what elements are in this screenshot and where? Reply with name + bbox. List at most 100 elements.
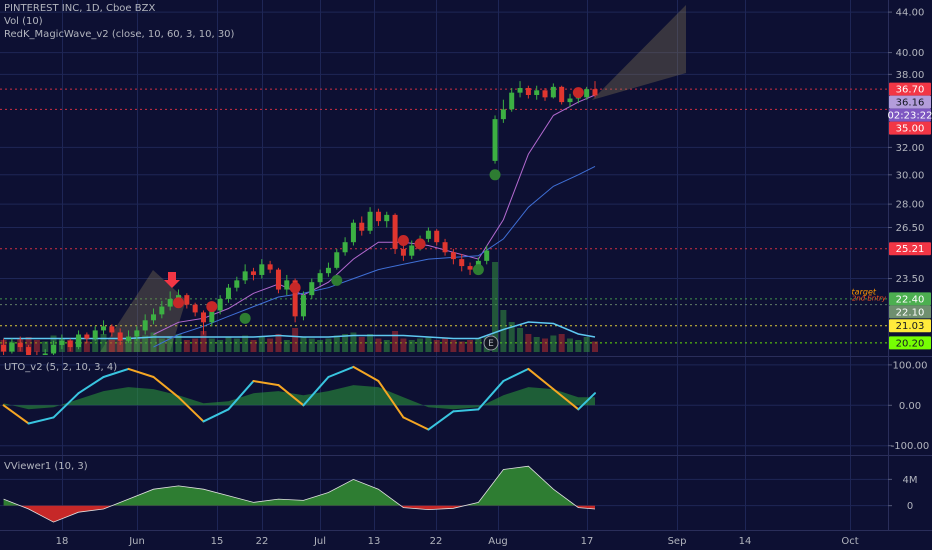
candle-body bbox=[242, 271, 248, 281]
candle-body bbox=[450, 252, 456, 260]
volume-bar bbox=[208, 338, 215, 352]
candle-body bbox=[159, 306, 165, 315]
uto-line-segment bbox=[302, 375, 330, 407]
price-badge-label: 02:23:22 bbox=[888, 111, 932, 122]
candle-body bbox=[592, 89, 598, 96]
candle-body bbox=[59, 340, 65, 345]
price-badge-label: 36.16 bbox=[896, 98, 925, 109]
volume-bar bbox=[442, 338, 449, 352]
vviewer-area-positive bbox=[3, 466, 576, 506]
volume-bar bbox=[267, 338, 274, 352]
time-axis: 18 Jun 15 22 Jul 13 22 Aug 17 Sep 14 Oct bbox=[56, 536, 859, 547]
volume-bar bbox=[342, 334, 349, 352]
candle-body bbox=[92, 330, 98, 339]
volume-bar bbox=[325, 338, 332, 352]
volume-bar bbox=[308, 338, 315, 352]
price-badge bbox=[889, 336, 931, 350]
signal-marker bbox=[331, 274, 343, 286]
volume-bar bbox=[517, 328, 524, 352]
candle-body bbox=[17, 342, 23, 348]
volume-bar bbox=[417, 338, 424, 352]
y-tick-label: 38.00 bbox=[896, 70, 925, 81]
price-badge bbox=[889, 305, 931, 319]
candle-body bbox=[409, 245, 415, 256]
signal-marker bbox=[414, 238, 426, 250]
uto-line-segment bbox=[452, 408, 480, 413]
y-tick-label: 30.00 bbox=[896, 170, 925, 181]
uto-line-segment bbox=[352, 365, 380, 383]
candle-body bbox=[101, 326, 107, 331]
forecast-cone-left bbox=[100, 270, 186, 352]
candle-body bbox=[134, 330, 140, 337]
x-axis-label: Jun bbox=[128, 536, 145, 547]
volume-bar bbox=[175, 334, 182, 352]
volume-bar bbox=[558, 334, 565, 352]
entry-annotation: 2nd Entry bbox=[852, 295, 887, 303]
price-badge bbox=[889, 95, 931, 109]
volume-bar bbox=[508, 322, 515, 352]
earnings-marker[interactable] bbox=[483, 335, 499, 351]
volume-bar bbox=[142, 335, 149, 352]
x-axis-label: Sep bbox=[668, 536, 687, 547]
volume-bar bbox=[150, 332, 157, 352]
uto-pane bbox=[2, 365, 596, 431]
candle-body bbox=[509, 92, 515, 110]
x-axis-label: 17 bbox=[581, 536, 594, 547]
candle-body bbox=[151, 314, 157, 321]
y-tick-label: 32.00 bbox=[896, 143, 925, 154]
volume-bar bbox=[550, 335, 557, 352]
volume-bar bbox=[392, 331, 399, 352]
candle-body bbox=[350, 222, 356, 243]
candle-body bbox=[492, 119, 498, 161]
candle-body bbox=[225, 287, 231, 299]
candle-body bbox=[200, 312, 206, 323]
volume-bar bbox=[158, 338, 165, 352]
candle-body bbox=[334, 252, 340, 268]
candle-body bbox=[109, 326, 115, 333]
earnings-label: E bbox=[488, 339, 494, 349]
candle-body bbox=[167, 298, 173, 307]
volume-bar bbox=[367, 334, 374, 352]
uto-line-segment bbox=[577, 392, 596, 411]
candle-body bbox=[259, 264, 265, 275]
candle-body bbox=[300, 295, 306, 317]
axis-layer: 44.00 40.00 38.00 32.00 30.00 28.00 26.50 23.50… bbox=[888, 8, 932, 513]
uto-line-segment bbox=[52, 392, 80, 419]
uto-line-segment bbox=[152, 375, 180, 399]
candle-body bbox=[42, 353, 48, 355]
forecast-cone-right bbox=[592, 5, 686, 100]
volume-bar bbox=[33, 340, 40, 352]
volume-bar bbox=[458, 341, 465, 352]
volume-bar bbox=[83, 341, 90, 352]
candle-body bbox=[51, 344, 57, 354]
candle-body bbox=[267, 264, 273, 270]
x-axis-label: Aug bbox=[488, 536, 508, 547]
candle-body bbox=[184, 295, 190, 305]
volume-bar bbox=[133, 337, 140, 352]
volume-bar bbox=[375, 338, 382, 352]
uto-line-segment bbox=[102, 367, 130, 378]
uto-line-segment bbox=[177, 396, 205, 423]
candle-body bbox=[284, 280, 290, 290]
volume-bar bbox=[583, 337, 590, 352]
candle-body bbox=[176, 295, 181, 299]
price-badge bbox=[889, 108, 931, 122]
candle-body bbox=[325, 267, 331, 274]
candle-body bbox=[559, 86, 565, 103]
price-badge-label: 35.00 bbox=[896, 124, 925, 135]
volume-bar bbox=[383, 340, 390, 352]
uto-line-segment bbox=[2, 404, 30, 425]
volume-bar bbox=[275, 334, 282, 352]
uto-line-segment bbox=[502, 367, 530, 383]
volume-bar bbox=[500, 310, 507, 352]
grid-layer bbox=[0, 0, 888, 530]
candle-body bbox=[392, 214, 398, 249]
signal-marker bbox=[239, 312, 251, 324]
candle-body bbox=[67, 340, 73, 348]
volume-bar bbox=[283, 340, 290, 352]
uto-line-segment bbox=[252, 380, 280, 387]
candle-body bbox=[425, 230, 431, 239]
moving-average bbox=[153, 94, 596, 335]
y-tick-label: 40.00 bbox=[896, 48, 925, 59]
